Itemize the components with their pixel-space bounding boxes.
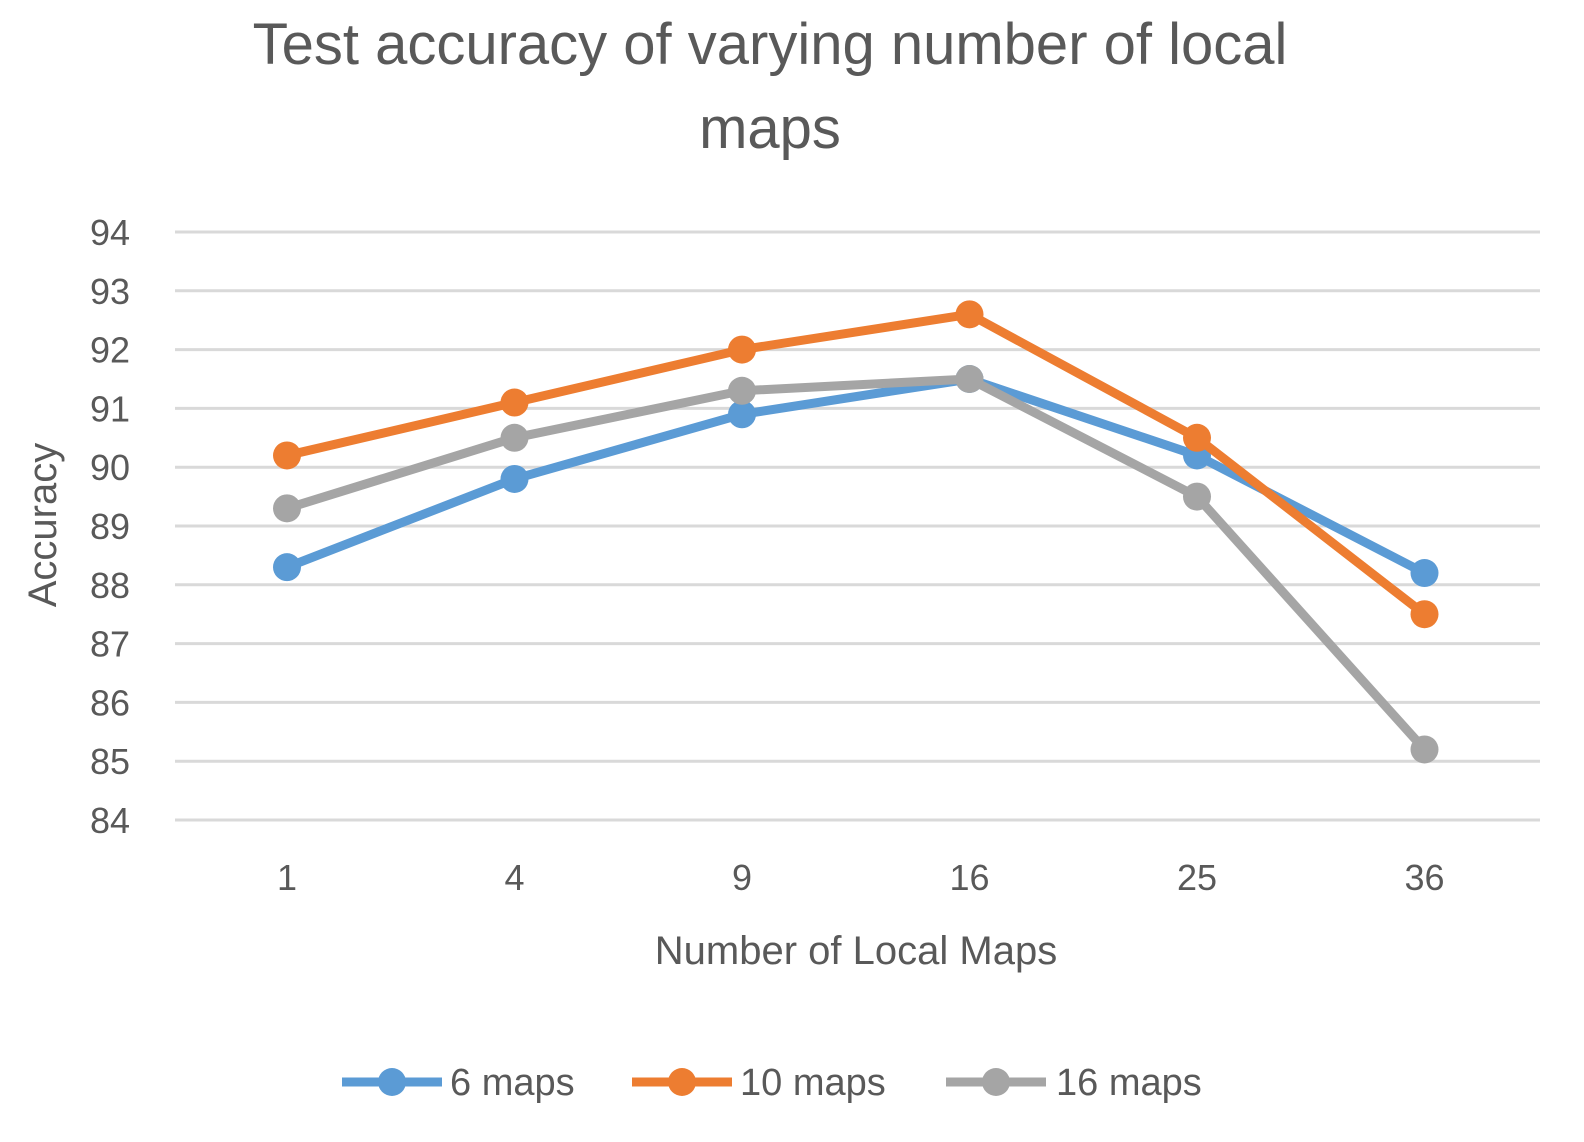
data-point-10-maps-25 xyxy=(1183,423,1211,452)
x-tick-label-1: 1 xyxy=(277,857,297,898)
series-line-10-maps xyxy=(282,309,1429,619)
y-tick-label-85: 85 xyxy=(90,741,130,782)
legend-marker-6-maps xyxy=(378,1068,406,1096)
x-tick-label-9: 9 xyxy=(732,857,752,898)
legend-item-16-maps: 16 maps xyxy=(946,1062,1202,1104)
series-line-16-maps xyxy=(282,374,1429,754)
data-point-6-maps-9 xyxy=(728,400,756,429)
data-point-6-maps-4 xyxy=(500,464,529,493)
legend-item-6-maps: 6 maps xyxy=(342,1062,575,1104)
legend-item-10-maps: 10 maps xyxy=(632,1062,886,1104)
data-point-16-maps-1 xyxy=(273,494,301,523)
y-axis-ticks: 84 85 86 87 88 89 90 91 92 93 94 xyxy=(90,212,130,841)
data-point-16-maps-16 xyxy=(955,365,984,393)
data-point-16-maps-36 xyxy=(1410,735,1439,764)
x-tick-label-4: 4 xyxy=(504,857,524,898)
y-tick-label-93: 93 xyxy=(90,271,130,312)
chart-title-line-2: maps xyxy=(699,96,841,161)
data-point-10-maps-1 xyxy=(273,441,301,470)
data-point-16-maps-25 xyxy=(1183,482,1211,511)
legend-marker-16-maps xyxy=(982,1068,1010,1096)
data-point-6-maps-1 xyxy=(273,553,301,582)
series-line-6-maps xyxy=(282,374,1429,578)
data-point-10-maps-16 xyxy=(955,300,984,329)
legend-marker-10-maps xyxy=(668,1068,696,1096)
y-tick-label-91: 91 xyxy=(90,388,130,429)
chart-title-line-1: Test accuracy of varying number of local xyxy=(253,12,1288,77)
plot-series xyxy=(273,300,1439,764)
y-tick-label-89: 89 xyxy=(90,506,130,547)
legend-label-6-maps: 6 maps xyxy=(450,1062,575,1104)
legend: 6 maps 10 maps 16 maps xyxy=(342,1062,1202,1104)
legend-label-16-maps: 16 maps xyxy=(1056,1062,1202,1104)
y-tick-label-87: 87 xyxy=(90,624,130,665)
data-point-16-maps-4 xyxy=(500,423,529,452)
legend-label-10-maps: 10 maps xyxy=(740,1062,886,1104)
x-tick-label-25: 25 xyxy=(1177,857,1217,898)
x-tick-label-16: 16 xyxy=(949,857,989,898)
series-6-maps xyxy=(273,365,1439,588)
y-tick-label-84: 84 xyxy=(90,800,130,841)
y-axis-title: Accuracy xyxy=(21,443,65,608)
chart-title: Test accuracy of varying number of local… xyxy=(253,12,1288,161)
y-tick-label-86: 86 xyxy=(90,682,130,723)
y-tick-label-94: 94 xyxy=(90,212,130,253)
y-tick-label-90: 90 xyxy=(90,447,130,488)
data-point-16-maps-9 xyxy=(728,376,756,405)
series-10-maps xyxy=(273,300,1439,629)
x-axis-ticks: 1 4 9 16 25 36 xyxy=(277,857,1445,898)
y-tick-label-92: 92 xyxy=(90,330,130,371)
series-16-maps xyxy=(273,365,1439,764)
data-point-6-maps-36 xyxy=(1410,559,1439,588)
x-axis-title: Number of Local Maps xyxy=(655,929,1057,973)
y-tick-label-88: 88 xyxy=(90,565,130,606)
x-tick-label-36: 36 xyxy=(1404,857,1444,898)
data-point-10-maps-36 xyxy=(1410,600,1439,629)
data-point-10-maps-9 xyxy=(728,335,756,364)
data-point-10-maps-4 xyxy=(500,388,529,417)
